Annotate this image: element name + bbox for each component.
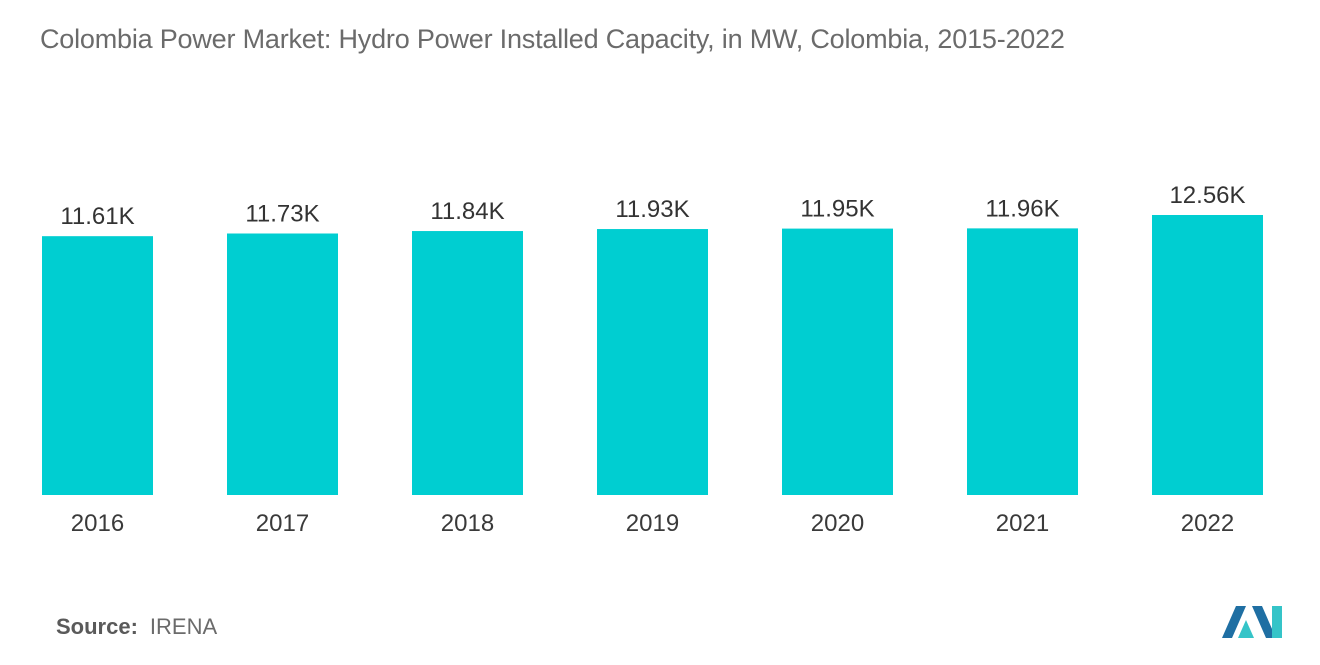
data-label-2022: 12.56K (1169, 182, 1245, 209)
source-note: Source: IRENA (56, 614, 217, 640)
x-tick-2021: 2021 (996, 510, 1049, 537)
x-tick-2022: 2022 (1181, 510, 1234, 537)
bar-2016 (42, 236, 153, 495)
x-tick-2019: 2019 (626, 510, 679, 537)
bar-2020 (782, 228, 893, 495)
chart-title: Colombia Power Market: Hydro Power Insta… (40, 24, 1065, 54)
bar-2019 (597, 229, 708, 495)
bar-2022 (1152, 215, 1263, 495)
x-tick-2016: 2016 (71, 510, 124, 537)
bar-2021 (967, 228, 1078, 495)
mordor-intelligence-logo-icon (1222, 606, 1282, 638)
bar-2017 (227, 233, 338, 496)
source-value: IRENA (149, 614, 218, 639)
bar-2018 (412, 231, 523, 495)
x-tick-2017: 2017 (256, 510, 309, 537)
x-tick-2020: 2020 (811, 510, 864, 537)
data-label-2017: 11.73K (245, 201, 319, 228)
data-label-2016: 11.61K (60, 203, 134, 230)
x-tick-2018: 2018 (441, 510, 494, 537)
data-label-2019: 11.93K (615, 196, 689, 223)
source-label: Source: (56, 614, 138, 639)
data-label-2021: 11.96K (985, 195, 1059, 222)
data-label-2018: 11.84K (430, 198, 504, 225)
data-label-2020: 11.95K (800, 196, 874, 223)
